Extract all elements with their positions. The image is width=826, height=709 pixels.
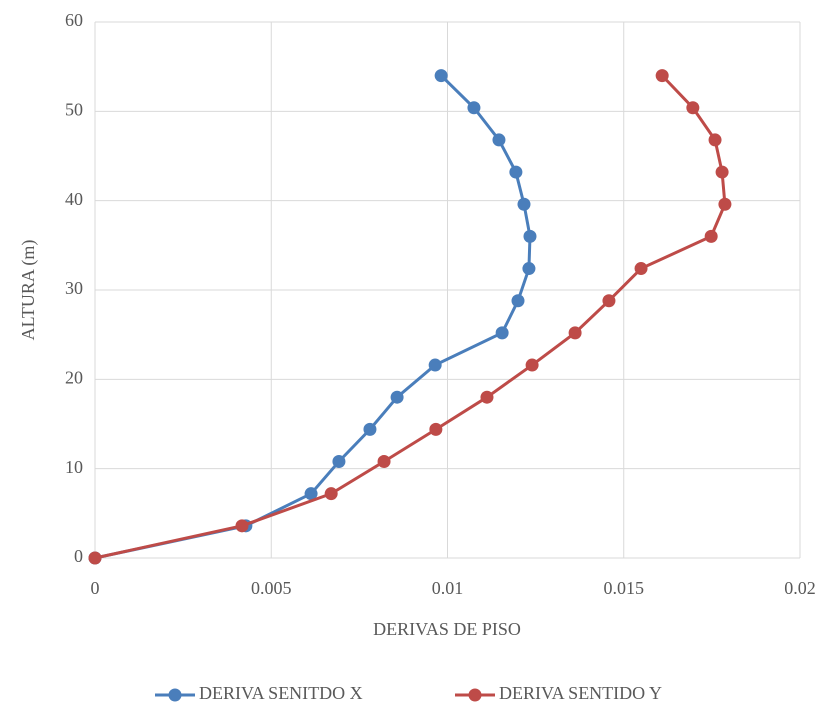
y-tick-label: 20	[65, 367, 83, 387]
y-axis-label: ALTURA (m)	[18, 240, 39, 341]
y-tick-label: 50	[65, 99, 83, 119]
data-point	[718, 197, 732, 211]
series-line	[94, 74, 727, 560]
legend-label: DERIVA SENTIDO Y	[499, 683, 662, 703]
x-tick-label: 0	[91, 578, 100, 598]
data-point	[602, 294, 616, 308]
x-tick-label: 0.01	[432, 578, 464, 598]
data-point	[568, 326, 582, 340]
x-axis-label: DERIVAS DE PISO	[373, 619, 521, 639]
y-tick-label: 40	[65, 189, 83, 209]
data-point	[377, 455, 391, 469]
data-point	[715, 165, 729, 179]
y-tick-label: 30	[65, 278, 83, 298]
data-point	[495, 326, 509, 340]
data-point	[704, 229, 718, 243]
data-point	[509, 165, 523, 179]
data-point	[363, 422, 377, 436]
y-tick-label: 0	[74, 546, 83, 566]
data-point	[634, 262, 648, 276]
x-tick-label: 0.005	[251, 578, 292, 598]
y-tick-label: 60	[65, 10, 83, 30]
legend-marker	[168, 688, 182, 702]
data-point	[324, 487, 338, 501]
data-point	[511, 294, 525, 308]
data-point	[428, 358, 442, 372]
data-point	[522, 262, 536, 276]
data-point	[523, 229, 537, 243]
data-point	[304, 487, 318, 501]
data-point	[686, 101, 700, 115]
series-line	[94, 74, 532, 560]
data-point	[88, 551, 102, 565]
data-point	[708, 133, 722, 147]
data-point	[235, 519, 249, 533]
legend-marker	[468, 688, 482, 702]
data-point	[525, 358, 539, 372]
data-point	[467, 101, 481, 115]
y-tick-label: 10	[65, 457, 83, 477]
data-point	[390, 390, 404, 404]
data-point	[655, 69, 669, 83]
x-tick-label: 0.02	[784, 578, 816, 598]
data-point	[492, 133, 506, 147]
legend-label: DERIVA SENITDO X	[199, 683, 363, 703]
data-point	[434, 69, 448, 83]
data-point	[429, 422, 443, 436]
data-point	[480, 390, 494, 404]
x-tick-label: 0.015	[604, 578, 645, 598]
data-point	[332, 455, 346, 469]
data-point	[517, 197, 531, 211]
